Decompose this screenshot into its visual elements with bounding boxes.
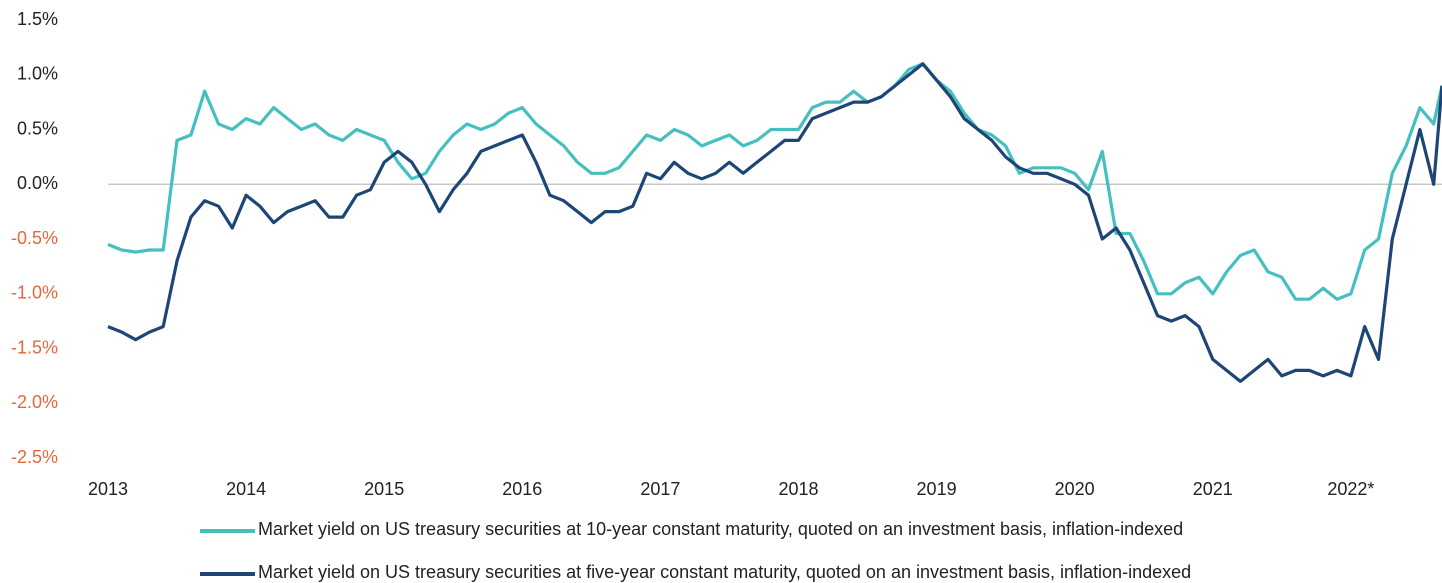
y-tick-label: 1.5% <box>17 9 58 29</box>
y-tick-label: -2.5% <box>11 447 58 467</box>
x-tick-label: 2021 <box>1193 479 1233 499</box>
x-tick-label: 2018 <box>778 479 818 499</box>
y-tick-label: 1.0% <box>17 64 58 84</box>
y-tick-label: -2.0% <box>11 392 58 412</box>
x-tick-label: 2020 <box>1055 479 1095 499</box>
x-tick-label: 2022* <box>1327 479 1374 499</box>
x-tick-label: 2014 <box>226 479 266 499</box>
legend-label: Market yield on US treasury securities a… <box>258 562 1191 582</box>
y-tick-label: -0.5% <box>11 228 58 248</box>
series-line <box>107 62 1442 383</box>
x-tick-label: 2015 <box>364 479 404 499</box>
y-tick-label: 0.5% <box>17 118 58 138</box>
x-tick-label: 2016 <box>502 479 542 499</box>
series-line <box>107 62 1442 301</box>
y-tick-label: 0.0% <box>17 173 58 193</box>
y-tick-label: -1.5% <box>11 337 58 357</box>
x-tick-label: 2017 <box>640 479 680 499</box>
x-tick-label: 2019 <box>917 479 957 499</box>
y-tick-label: -1.0% <box>11 283 58 303</box>
legend-label: Market yield on US treasury securities a… <box>258 519 1183 539</box>
x-tick-label: 2013 <box>88 479 128 499</box>
